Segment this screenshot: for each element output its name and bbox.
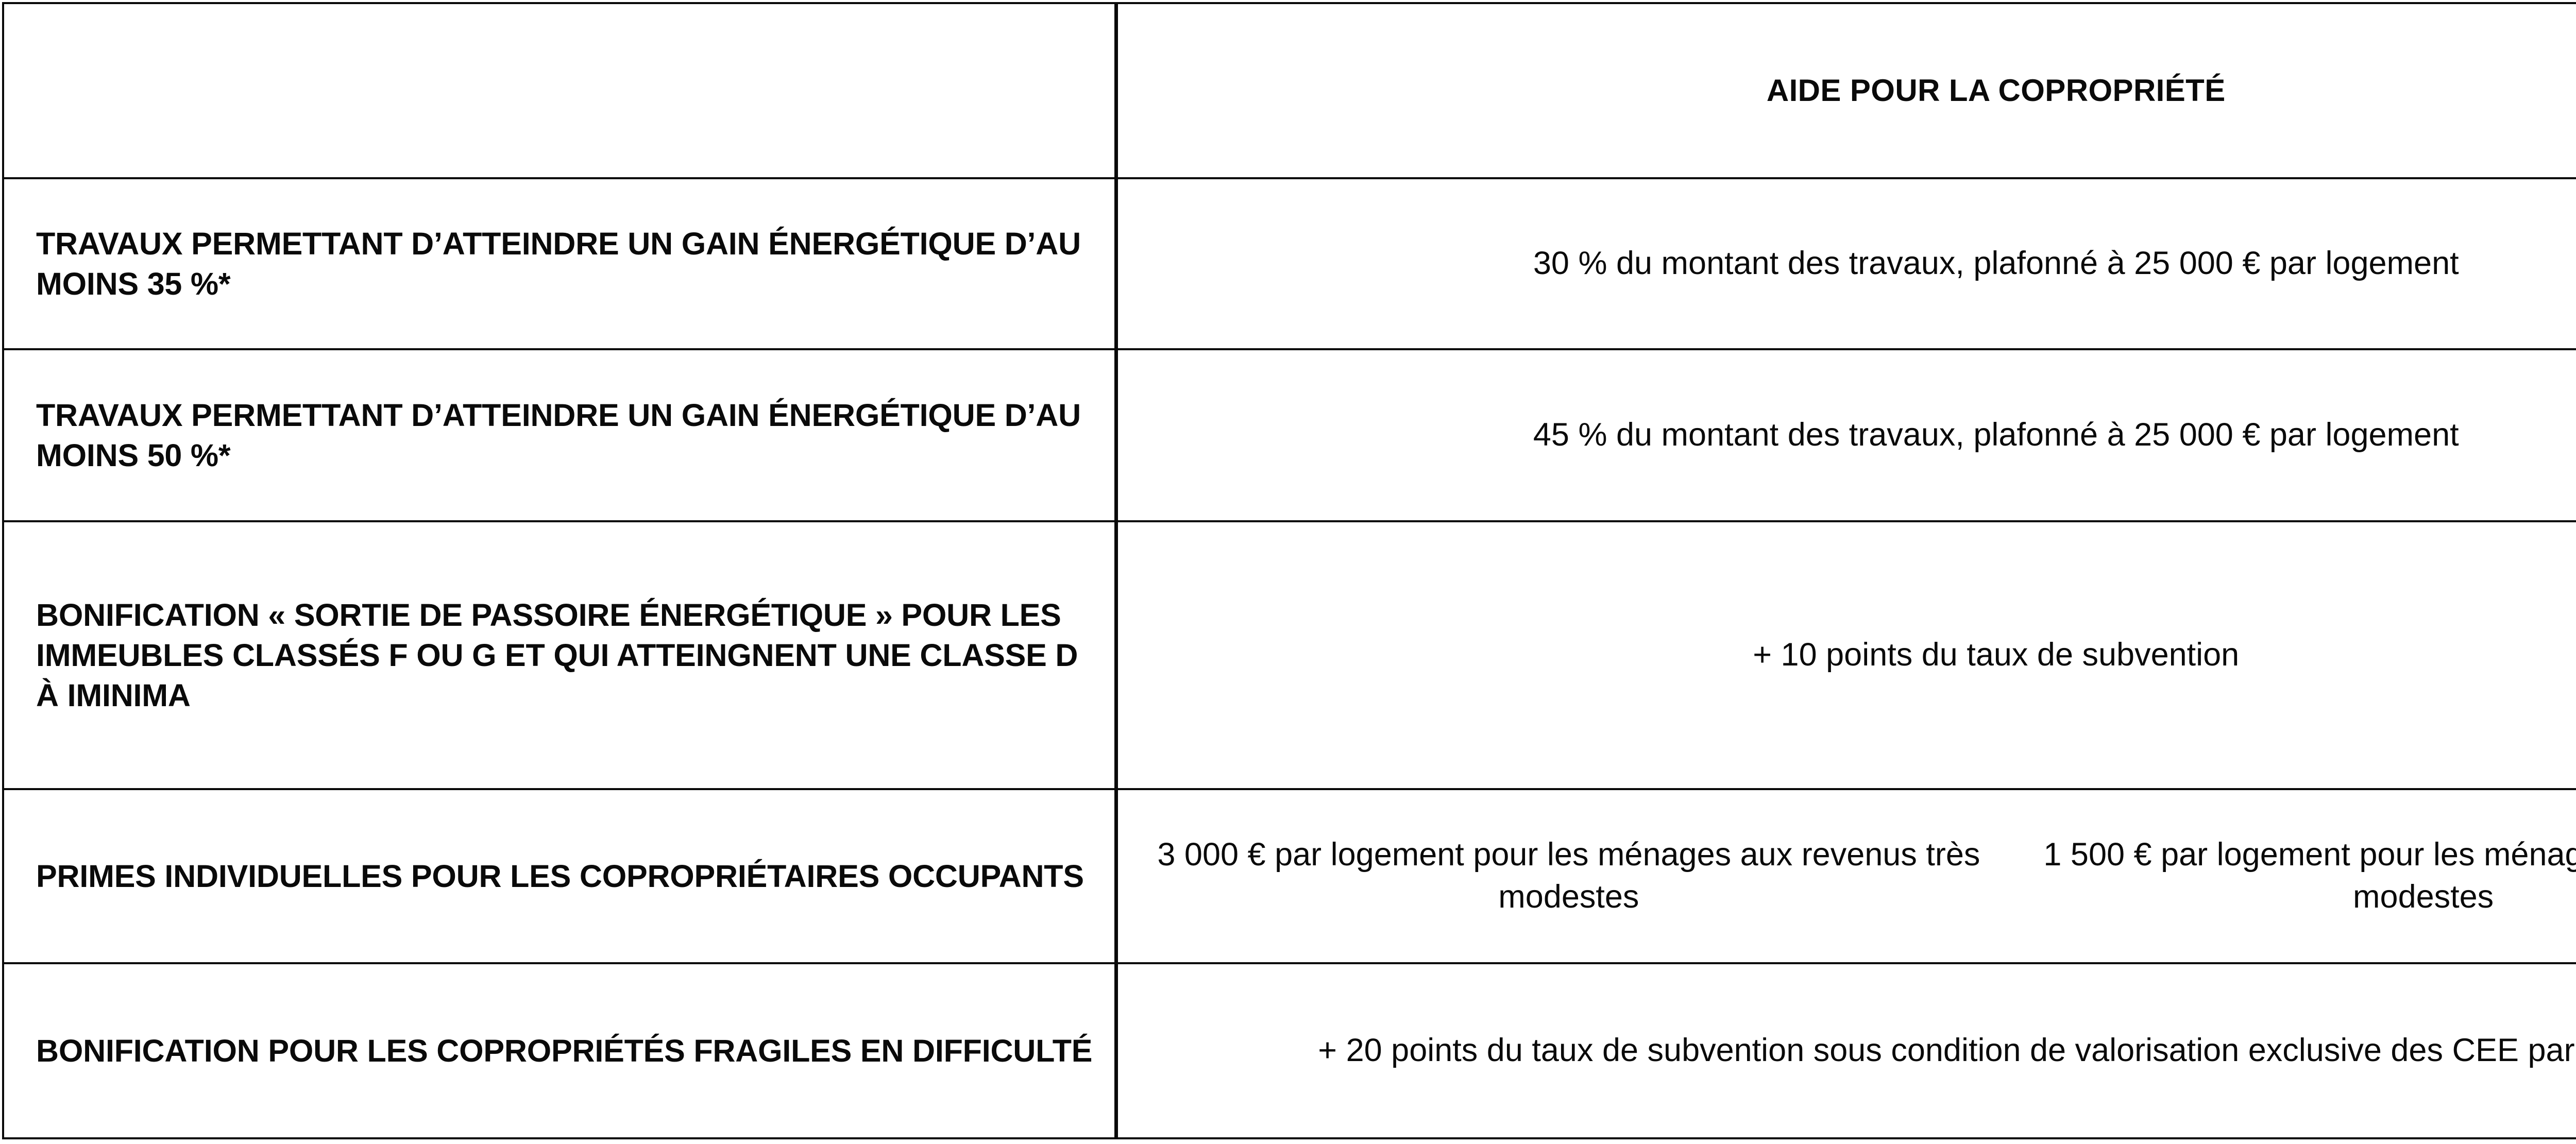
- row-label-gain-50: TRAVAUX PERMETTANT D’ATTEINDRE UN GAIN É…: [3, 348, 1118, 522]
- header-aide-copropriete: AIDE POUR LA COPROPRIÉTÉ: [1116, 2, 2576, 179]
- table-row: TRAVAUX PERMETTANT D’ATTEINDRE UN GAIN É…: [3, 177, 2576, 350]
- row-label-bonification-fragiles: BONIFICATION POUR LES COPROPRIÉTÉS FRAGI…: [3, 962, 1118, 1139]
- primes-modestes: 1 500 € par logement pour les ménages au…: [2043, 836, 2576, 915]
- row-label-gain-35: TRAVAUX PERMETTANT D’ATTEINDRE UN GAIN É…: [3, 177, 1118, 350]
- header-empty-cell: [3, 2, 1118, 179]
- row-value-gain-35: 30 % du montant des travaux, plafonné à …: [1116, 177, 2576, 350]
- primes-tres-modestes: 3 000 € par logement pour les ménages au…: [1157, 836, 1980, 915]
- row-value-bonification-passoire: + 10 points du taux de subvention: [1116, 520, 2576, 790]
- row-value-primes-individuelles: 3 000 € par logement pour les ménages au…: [1116, 788, 2576, 964]
- row-value-gain-50: 45 % du montant des travaux, plafonné à …: [1116, 348, 2576, 522]
- row-label-primes-individuelles: PRIMES INDIVIDUELLES POUR LES COPROPRIÉT…: [3, 788, 1118, 964]
- table-row: BONIFICATION POUR LES COPROPRIÉTÉS FRAGI…: [3, 962, 2576, 1139]
- table-header-row: AIDE POUR LA COPROPRIÉTÉ: [3, 2, 2576, 179]
- row-label-bonification-passoire: BONIFICATION « SORTIE DE PASSOIRE ÉNERGÉ…: [3, 520, 1118, 790]
- table-row: PRIMES INDIVIDUELLES POUR LES COPROPRIÉT…: [3, 788, 2576, 964]
- table-row: TRAVAUX PERMETTANT D’ATTEINDRE UN GAIN É…: [3, 348, 2576, 522]
- table-row: BONIFICATION « SORTIE DE PASSOIRE ÉNERGÉ…: [3, 520, 2576, 790]
- row-value-bonification-fragiles: + 20 points du taux de subvention sous c…: [1116, 962, 2576, 1139]
- primes-split-container: 3 000 € par logement pour les ménages au…: [1142, 834, 2576, 918]
